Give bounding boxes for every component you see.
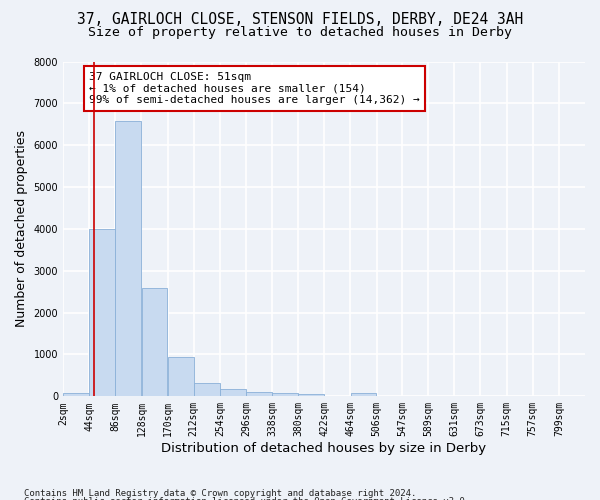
Bar bbox=[115, 121, 141, 396]
Text: Contains HM Land Registry data © Crown copyright and database right 2024.: Contains HM Land Registry data © Crown c… bbox=[24, 488, 416, 498]
Bar bbox=[89, 229, 115, 396]
Bar bbox=[298, 394, 324, 396]
Bar bbox=[220, 389, 246, 396]
Text: 37, GAIRLOCH CLOSE, STENSON FIELDS, DERBY, DE24 3AH: 37, GAIRLOCH CLOSE, STENSON FIELDS, DERB… bbox=[77, 12, 523, 28]
Bar bbox=[272, 394, 298, 396]
Bar bbox=[246, 392, 272, 396]
Bar bbox=[350, 394, 376, 396]
Text: Contains public sector information licensed under the Open Government Licence v3: Contains public sector information licen… bbox=[24, 497, 470, 500]
Y-axis label: Number of detached properties: Number of detached properties bbox=[15, 130, 28, 328]
Text: 37 GAIRLOCH CLOSE: 51sqm
← 1% of detached houses are smaller (154)
99% of semi-d: 37 GAIRLOCH CLOSE: 51sqm ← 1% of detache… bbox=[89, 72, 420, 105]
Bar bbox=[63, 394, 89, 396]
Bar bbox=[142, 288, 167, 397]
Bar bbox=[168, 356, 194, 397]
Bar bbox=[194, 383, 220, 396]
Text: Size of property relative to detached houses in Derby: Size of property relative to detached ho… bbox=[88, 26, 512, 39]
X-axis label: Distribution of detached houses by size in Derby: Distribution of detached houses by size … bbox=[161, 442, 487, 455]
